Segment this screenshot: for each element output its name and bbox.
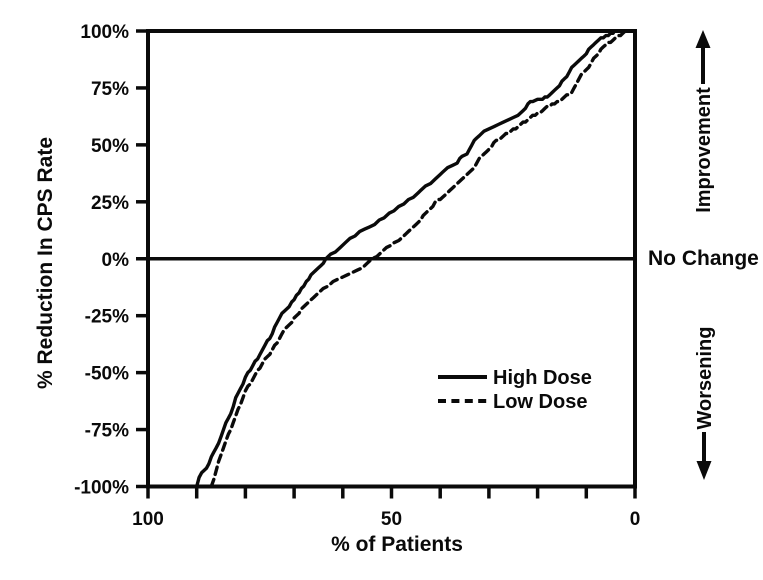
x-tick-label: 0	[630, 509, 641, 530]
y-tick-label: 75%	[91, 79, 129, 100]
x-axis-title: % of Patients	[331, 533, 463, 556]
worsening-annotation: Worsening	[694, 327, 716, 480]
x-axis-ticks: 100 50 0	[132, 486, 641, 530]
improvement-annotation: Improvement	[693, 30, 715, 213]
series-high-dose-line	[194, 29, 617, 489]
plot-border	[146, 29, 637, 489]
legend-low-dose-label: Low Dose	[493, 391, 587, 413]
improvement-label: Improvement	[693, 87, 715, 213]
worsening-label: Worsening	[694, 327, 716, 430]
y-tick-label: -100%	[74, 478, 129, 499]
series-curves	[194, 29, 627, 489]
worsening-arrowhead-icon	[696, 461, 712, 480]
x-tick-label: 100	[132, 509, 164, 530]
y-tick-label: 50%	[91, 136, 129, 157]
y-tick-label: -25%	[85, 307, 129, 328]
y-tick-label: -75%	[85, 421, 129, 442]
y-tick-label: 25%	[91, 193, 129, 214]
no-change-label: No Change	[648, 247, 759, 270]
x-tick-label: 50	[381, 509, 402, 530]
y-tick-label: 0%	[102, 250, 130, 271]
y-axis-title: % Reduction In CPS Rate	[34, 137, 57, 389]
improvement-arrowhead-icon	[695, 30, 711, 48]
y-tick-label: -50%	[85, 364, 129, 385]
legend-high-dose-label: High Dose	[493, 367, 592, 389]
y-tick-label: 100%	[80, 22, 129, 43]
legend: High Dose Low Dose	[438, 367, 592, 413]
series-low-dose-line	[209, 29, 627, 489]
y-axis-ticks: 100% 75% 50% 25% 0% -25% -50% -75% -100%	[74, 22, 148, 499]
